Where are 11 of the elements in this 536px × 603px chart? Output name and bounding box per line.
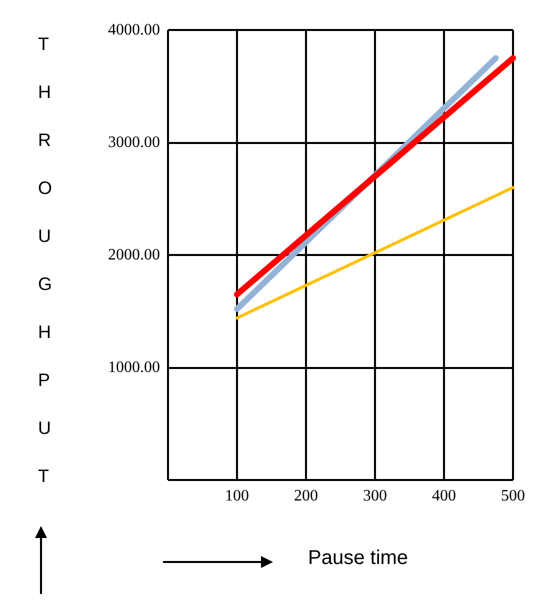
y-tick-label: 3000.00 — [108, 134, 160, 151]
text: THROUGHPUT — [38, 34, 52, 486]
x-tick-label: 400 — [432, 488, 456, 504]
x-tick-label: 100 — [225, 488, 249, 504]
x-axis-title: Pause time — [308, 547, 408, 569]
y-tick-label: 2000.00 — [108, 246, 160, 264]
x-tick-label: 200 — [294, 488, 318, 504]
x-tick-label: 300 — [363, 488, 387, 504]
x-tick-label: 500 — [501, 488, 525, 504]
y-tick-label: 1000.00 — [108, 359, 160, 376]
y-tick-label: 4000.00 — [108, 22, 160, 38]
